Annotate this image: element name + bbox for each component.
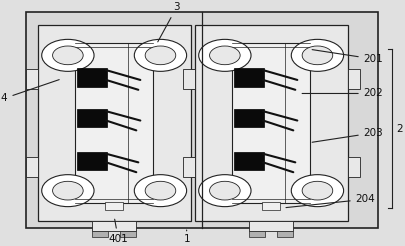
Text: 204: 204 — [285, 194, 375, 208]
Circle shape — [198, 39, 250, 71]
Circle shape — [290, 39, 343, 71]
Bar — [233, 109, 264, 127]
Circle shape — [53, 46, 83, 65]
Bar — [143, 183, 153, 189]
Bar — [92, 221, 136, 231]
Bar — [26, 12, 377, 228]
Text: 2: 2 — [395, 124, 402, 134]
Bar — [75, 57, 85, 63]
Bar — [77, 109, 107, 127]
Bar — [300, 57, 310, 63]
Circle shape — [53, 181, 83, 200]
Circle shape — [301, 181, 332, 200]
Circle shape — [209, 46, 240, 65]
Bar — [233, 68, 264, 87]
Bar — [347, 157, 359, 177]
Bar — [248, 221, 292, 231]
Bar — [194, 25, 347, 221]
Bar — [233, 152, 264, 170]
Bar — [262, 202, 279, 210]
Bar — [75, 43, 153, 203]
Bar — [231, 57, 241, 63]
Bar — [231, 43, 310, 203]
Text: 203: 203 — [311, 128, 383, 142]
Bar — [120, 231, 136, 237]
Circle shape — [145, 181, 175, 200]
Bar — [300, 183, 310, 189]
Bar — [75, 183, 85, 189]
Bar — [92, 231, 108, 237]
Bar — [190, 69, 202, 89]
Circle shape — [42, 175, 94, 207]
Text: 4: 4 — [1, 80, 59, 103]
Text: 201: 201 — [311, 50, 383, 64]
Bar — [277, 231, 292, 237]
Bar — [231, 183, 241, 189]
Bar — [143, 57, 153, 63]
Bar — [105, 202, 123, 210]
Text: 202: 202 — [301, 89, 383, 98]
Circle shape — [134, 39, 186, 71]
Circle shape — [134, 175, 186, 207]
Bar — [248, 231, 264, 237]
Bar — [77, 152, 107, 170]
Bar — [38, 25, 190, 221]
Bar — [77, 68, 107, 87]
Circle shape — [301, 46, 332, 65]
Bar — [182, 69, 194, 89]
Circle shape — [145, 46, 175, 65]
Text: 3: 3 — [158, 2, 179, 42]
Circle shape — [290, 175, 343, 207]
Bar — [190, 157, 202, 177]
Text: 401: 401 — [108, 219, 128, 244]
Circle shape — [198, 175, 250, 207]
Bar — [347, 69, 359, 89]
Circle shape — [209, 181, 240, 200]
Text: 1: 1 — [183, 230, 190, 244]
Circle shape — [42, 39, 94, 71]
Bar — [26, 157, 38, 177]
Bar — [182, 157, 194, 177]
Bar — [26, 69, 38, 89]
